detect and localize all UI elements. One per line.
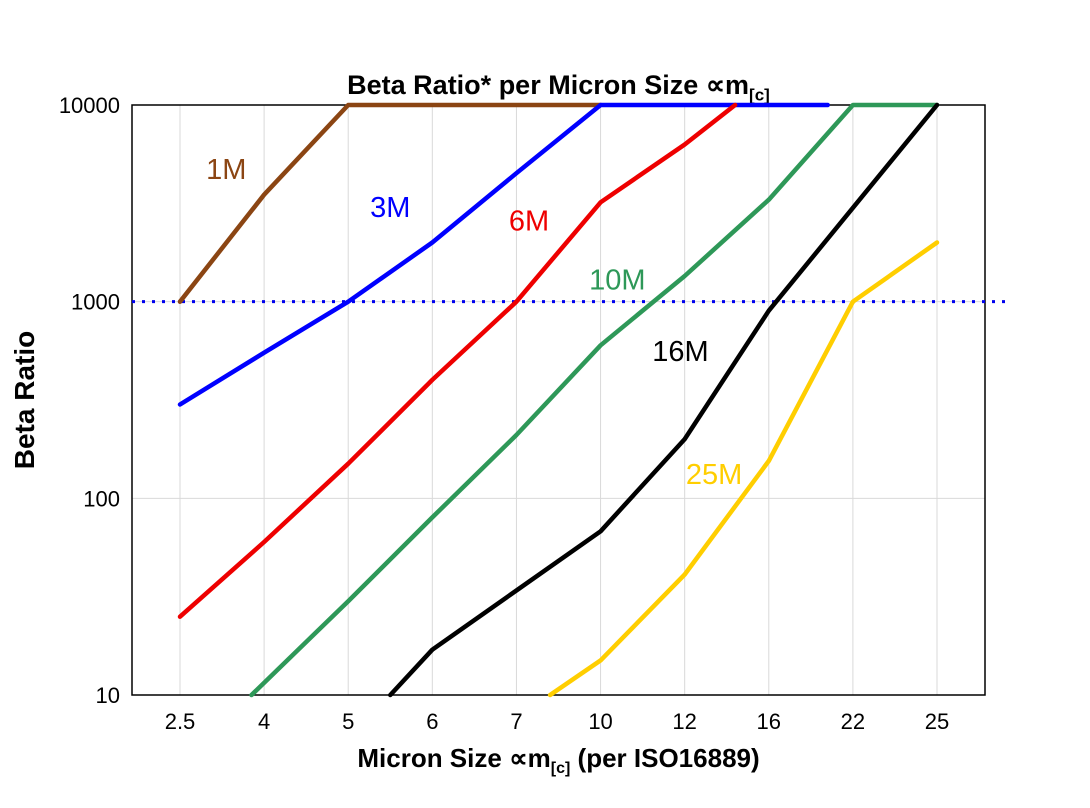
series-line-10M [249, 102, 940, 698]
chart-title: Beta Ratio* per Micron Size ∝m[c] [132, 70, 985, 105]
series-line-25M [547, 240, 940, 698]
series-line-16M [388, 102, 940, 698]
series-label-25M: 25M [686, 459, 742, 491]
y-tick-label: 100 [83, 486, 120, 511]
x-axis-label: Micron Size ∝m[c] (per ISO16889) [132, 743, 985, 778]
x-tick-label: 25 [925, 709, 949, 734]
x-tick-label: 12 [672, 709, 696, 734]
series-label-3M: 3M [370, 192, 410, 224]
chart-title-symbol: ∝m [705, 70, 750, 100]
x-tick-label: 10 [588, 709, 612, 734]
plot-border [131, 104, 986, 696]
series-label-6M: 6M [509, 206, 549, 238]
series-label-1M: 1M [206, 154, 246, 186]
series-line-3M [177, 102, 830, 407]
x-tick-label: 4 [258, 709, 270, 734]
x-axis-label-post: (per ISO16889) [570, 743, 760, 773]
y-tick-label: 10 [96, 683, 120, 708]
chart-title-main: Beta Ratio* per Micron Size [347, 70, 706, 100]
series-line-1M [177, 102, 603, 304]
y-tick-label: 10000 [59, 93, 120, 118]
x-tick-label: 16 [757, 709, 781, 734]
x-axis-label-pre: Micron Size [357, 743, 510, 773]
series-line-6M [177, 102, 738, 619]
x-tick-label: 22 [841, 709, 865, 734]
series-label-10M: 10M [589, 265, 645, 297]
x-tick-label: 5 [342, 709, 354, 734]
x-axis-label-symbol: ∝m [509, 743, 551, 773]
series-label-16M: 16M [652, 336, 708, 368]
x-tick-label: 7 [510, 709, 522, 734]
chart-title-sub: [c] [749, 85, 770, 105]
y-tick-label: 1000 [71, 290, 120, 315]
x-axis-label-sub: [c] [550, 760, 571, 778]
y-axis-label: Beta Ratio [9, 331, 40, 469]
x-tick-label: 2.5 [165, 709, 196, 734]
x-tick-label: 6 [426, 709, 438, 734]
